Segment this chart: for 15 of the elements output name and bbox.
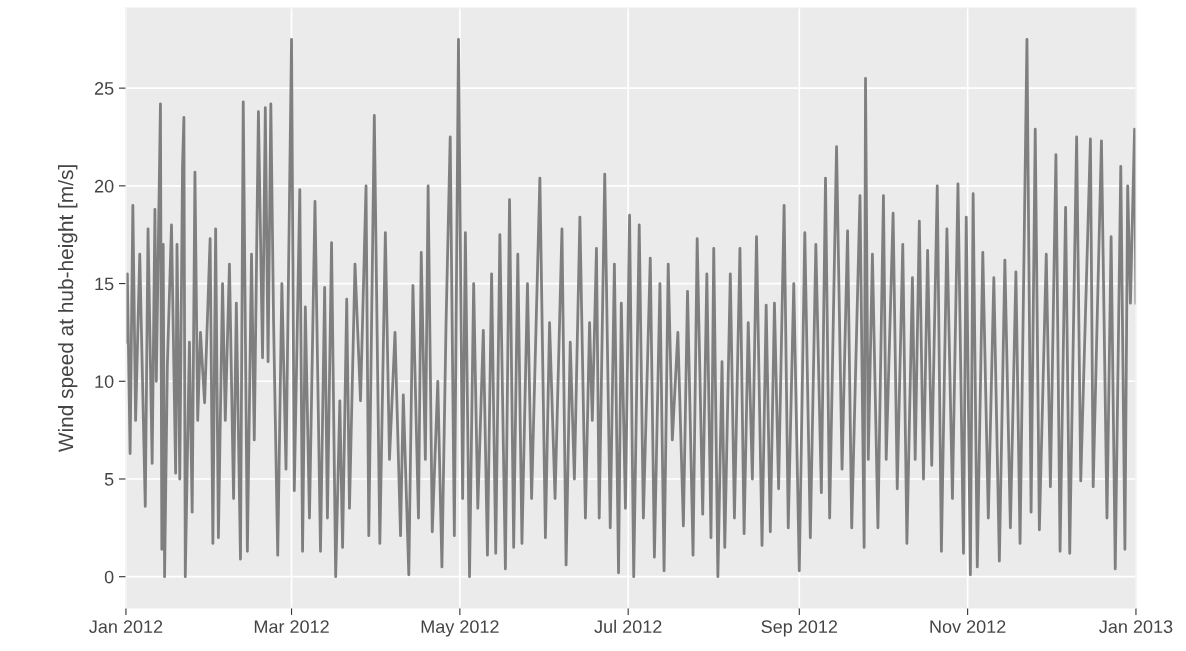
y-axis-title: Wind speed at hub-height [m/s]	[57, 165, 78, 453]
x-tick-label: Jul 2012	[594, 619, 662, 634]
x-tick-label: Sep 2012	[761, 620, 838, 637]
x-tick-label: Jan 2013	[1099, 620, 1173, 634]
y-tick-label: 5	[104, 473, 114, 486]
x-tick-label: Nov 2012	[930, 620, 1006, 634]
x-tick-label: Jan 2012	[89, 620, 163, 634]
y-tick-label: 0	[104, 570, 114, 584]
y-tick-label: 25	[94, 82, 114, 95]
y-tick-label: 10	[95, 375, 114, 388]
x-tick-label: May 2012	[421, 620, 499, 637]
y-tick-label: 15	[95, 277, 114, 291]
x-tick-label: Mar 2012	[254, 620, 329, 634]
line-series	[125, 37, 1136, 579]
y-tick-label: 20	[94, 179, 114, 193]
